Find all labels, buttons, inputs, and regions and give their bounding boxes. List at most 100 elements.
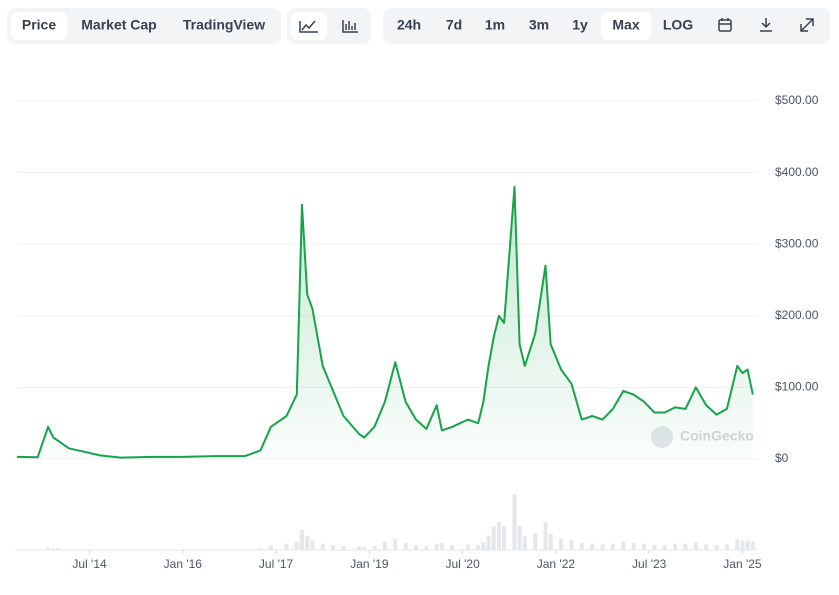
volume-bar xyxy=(600,544,605,550)
volume-bar xyxy=(51,548,56,550)
y-tick-label: $100.00 xyxy=(775,380,819,394)
volume-bar xyxy=(424,546,429,550)
line-icon[interactable] xyxy=(299,20,318,33)
volume-bar xyxy=(118,549,123,550)
volume-bar xyxy=(652,545,657,550)
volume-bar xyxy=(211,549,216,550)
volume-bar xyxy=(320,543,325,550)
volume-bar xyxy=(46,547,51,550)
volume-bar xyxy=(357,546,361,550)
range-button[interactable]: 1m xyxy=(485,17,505,33)
volume-bar xyxy=(569,540,574,550)
x-tick-label: Jul '14 xyxy=(72,557,107,571)
volume-bar xyxy=(284,543,289,550)
volume-bar xyxy=(579,542,584,550)
range-button[interactable]: 3m xyxy=(529,17,549,33)
volume-bar xyxy=(82,549,87,550)
volume-bar xyxy=(268,545,273,550)
volume-bar xyxy=(341,546,346,550)
volume-bar xyxy=(56,548,61,550)
volume-bar xyxy=(714,545,719,550)
volume-bar xyxy=(735,538,740,550)
volume-bar xyxy=(294,542,299,550)
line-type-active[interactable] xyxy=(291,12,327,40)
volume-bar xyxy=(481,542,486,550)
x-tick-label: Jan '16 xyxy=(164,557,203,571)
volume-bar xyxy=(745,540,750,550)
volume-bar xyxy=(750,542,755,550)
x-tick-label: Jul '23 xyxy=(632,557,667,571)
volume-bar xyxy=(66,549,71,550)
volume-bar xyxy=(372,546,377,550)
volume-bar xyxy=(403,542,408,550)
volume-bar xyxy=(662,545,667,550)
volume-bar xyxy=(502,526,507,550)
x-tick-label: Jul '17 xyxy=(259,557,294,571)
volume-bar xyxy=(362,546,367,550)
volume-bar xyxy=(414,545,418,550)
volume-bar xyxy=(35,549,40,550)
volume-bar xyxy=(740,540,745,550)
volume-bar xyxy=(693,542,698,550)
volume-bar xyxy=(642,543,646,550)
y-tick-label: $0 xyxy=(775,451,789,465)
volume-bar xyxy=(533,534,538,550)
volume-bar xyxy=(243,549,247,550)
view-group xyxy=(7,8,281,44)
range-button[interactable]: 1y xyxy=(572,17,588,33)
volume-bar xyxy=(683,543,688,550)
volume-bar xyxy=(465,544,470,550)
tool-icons[interactable] xyxy=(718,18,814,32)
range-button[interactable]: LOG xyxy=(663,17,693,33)
volume-bar xyxy=(543,522,548,550)
volume-bar xyxy=(517,526,522,550)
volume-bar xyxy=(393,538,398,550)
y-tick-label: $200.00 xyxy=(775,308,819,322)
view-active[interactable] xyxy=(11,12,67,40)
volume-bar xyxy=(548,534,553,550)
view-button[interactable]: Market Cap xyxy=(81,17,156,33)
candle-icon[interactable] xyxy=(342,20,358,33)
x-tick-label: Jul '20 xyxy=(445,557,480,571)
volume-bar xyxy=(704,544,709,550)
volume-bar xyxy=(258,548,263,550)
volume-bar xyxy=(631,542,636,550)
range-button[interactable]: 7d xyxy=(446,17,462,33)
volume-bar xyxy=(439,542,444,550)
volume-bar xyxy=(305,535,310,550)
range-button[interactable]: 24h xyxy=(397,17,421,33)
volume-bar xyxy=(97,549,102,550)
volume-bar xyxy=(491,526,496,550)
volume-bar xyxy=(310,540,315,550)
volume-bar xyxy=(486,535,491,550)
y-tick-label: $300.00 xyxy=(775,236,819,250)
volume-bar xyxy=(621,542,626,550)
volume-bar xyxy=(434,543,439,550)
volume-bar xyxy=(522,535,527,550)
volume-bar xyxy=(724,544,729,550)
volume-bar xyxy=(590,543,595,550)
volume-bar xyxy=(450,545,455,550)
volume-bar xyxy=(149,549,154,550)
volume-bar xyxy=(15,549,19,550)
volume-bar xyxy=(496,522,501,550)
volume-bar xyxy=(300,530,304,550)
volume-bar xyxy=(512,494,517,550)
x-tick-label: Jan '25 xyxy=(723,557,762,571)
view-button[interactable]: Price xyxy=(22,17,56,33)
price-line xyxy=(16,185,754,459)
price-area xyxy=(17,186,753,459)
volume-bar xyxy=(559,538,564,550)
volume-bar xyxy=(180,549,185,550)
range-button[interactable]: Max xyxy=(612,17,639,33)
volume-bar xyxy=(476,545,481,550)
volume-bar xyxy=(382,542,387,550)
y-tick-label: $400.00 xyxy=(775,165,819,179)
volume-bar xyxy=(331,545,336,550)
x-tick-label: Jan '22 xyxy=(537,557,576,571)
x-tick-label: Jan '19 xyxy=(350,557,389,571)
volume-bar xyxy=(673,543,678,550)
view-button[interactable]: TradingView xyxy=(183,17,265,33)
range-active[interactable] xyxy=(601,12,651,40)
